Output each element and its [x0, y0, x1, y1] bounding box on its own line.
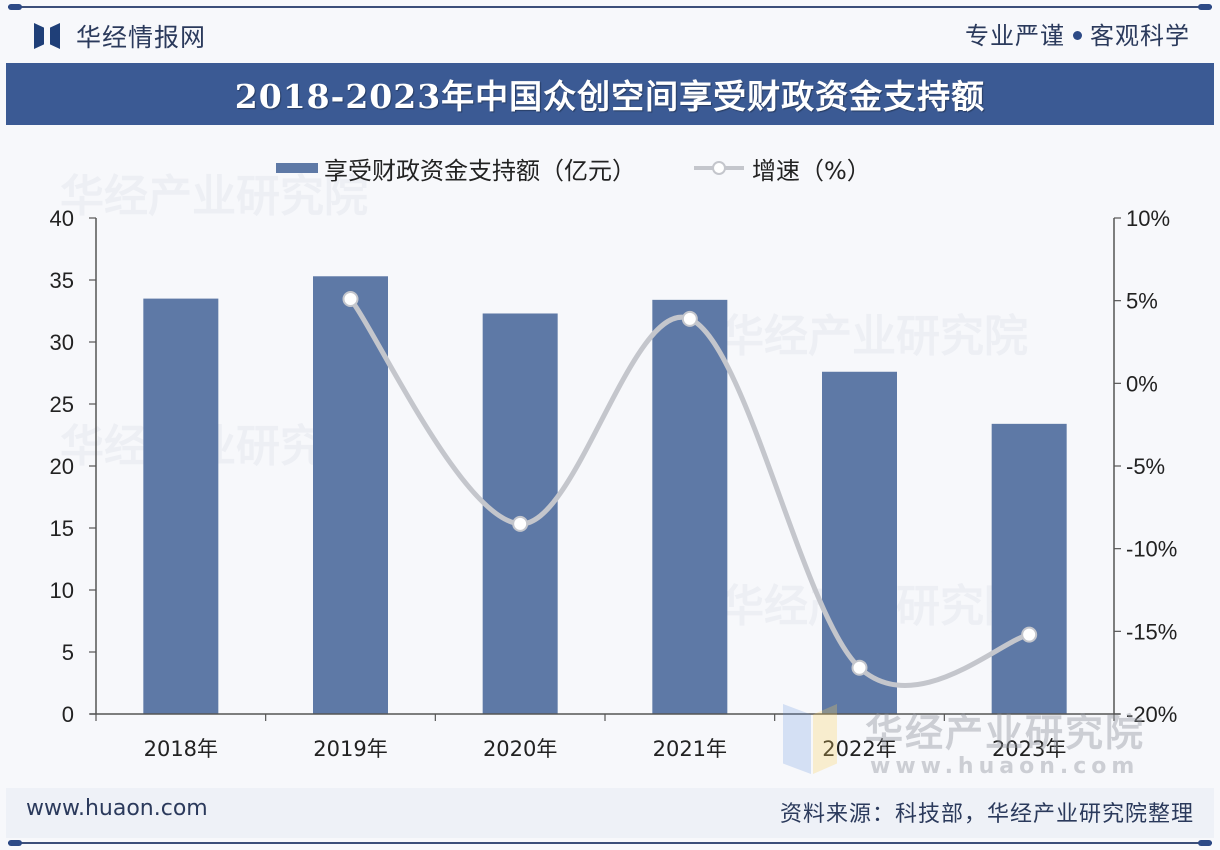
legend-line-marker-icon	[694, 161, 744, 175]
x-tick-label: 2021年	[653, 737, 727, 761]
axes-layer	[89, 217, 1121, 721]
bar-0	[143, 298, 219, 714]
brand-name: 华经情报网	[76, 23, 207, 52]
footer-band	[6, 788, 1214, 838]
bottom-rule	[8, 840, 1212, 846]
y-right-tick-label: -20%	[1126, 702, 1177, 727]
top-rule	[8, 4, 1212, 10]
slogan-right: 客观科学	[1090, 22, 1190, 50]
y-left-tick-label: 25	[50, 392, 74, 417]
chart-title: 2018-2023年中国众创空间享受财政资金支持额	[234, 77, 986, 116]
legend-bar-swatch-icon	[276, 163, 318, 173]
legend-bar-label: 享受财政资金支持额（亿元）	[324, 156, 636, 185]
growth-point-1	[512, 515, 529, 532]
growth-point-3	[851, 659, 868, 676]
y-right-tick-label: -15%	[1126, 619, 1177, 644]
y-right-tick-label: 0%	[1126, 371, 1158, 396]
y-left-tick-label: 5	[62, 640, 74, 665]
watermark-logo-icon	[783, 704, 843, 774]
y-left-tick-label: 10	[50, 578, 74, 603]
legend: 享受财政资金支持额（亿元） 增速（%）	[276, 148, 871, 188]
y-left-tick-label: 35	[50, 268, 74, 293]
brand: 华经情报网	[34, 18, 206, 54]
watermark-org: 华经产业研究院	[865, 711, 1146, 755]
legend-item-line: 增速（%）	[694, 151, 871, 186]
y-left-tick-label: 0	[62, 702, 74, 727]
footer-source: 资料来源：科技部，华经产业研究院整理	[779, 802, 1194, 827]
bar-1	[313, 276, 388, 714]
labels-layer: 0 5 10 15 20 25 30 35 40 -20% -15% -10% -5% 0% 5% 10% 20…	[50, 206, 1178, 761]
x-tick-label: 2018年	[144, 737, 218, 761]
bar-5	[991, 423, 1067, 714]
growth-point-0	[342, 291, 359, 308]
growth-point-4	[1021, 626, 1038, 643]
bar-3	[652, 299, 728, 714]
title-band: 2018-2023年中国众创空间享受财政资金支持额	[6, 63, 1214, 125]
y-left-tick-label: 40	[50, 206, 74, 231]
y-right-tick-label: -5%	[1126, 454, 1165, 479]
line-layer	[342, 291, 1038, 688]
bar-4	[822, 371, 897, 714]
slogan: 专业严谨 客观科学	[965, 18, 1190, 54]
y-right-tick-label: 5%	[1126, 289, 1158, 314]
y-right-tick-label: 10%	[1126, 206, 1170, 231]
x-tick-label: 2020年	[483, 737, 557, 761]
x-tick-label: 2019年	[313, 737, 387, 761]
x-tick-label: 2022年	[822, 737, 896, 761]
y-left-tick-label: 15	[50, 516, 74, 541]
footer-url[interactable]: www.huaon.com	[26, 796, 208, 821]
bullet-dot-icon	[1073, 30, 1082, 40]
bars-layer	[143, 276, 1067, 714]
y-left-tick-label: 30	[50, 330, 74, 355]
x-tick-label: 2023年	[992, 737, 1066, 761]
legend-item-bar: 享受财政资金支持额（亿元）	[276, 151, 636, 186]
watermark-url: www.huaon.com	[870, 754, 1140, 779]
growth-point-2	[681, 310, 698, 327]
y-right-tick-label: -10%	[1126, 537, 1177, 562]
legend-line-label: 增速（%）	[752, 156, 871, 185]
slogan-left: 专业严谨	[965, 22, 1065, 50]
brand-logo-icon	[34, 23, 60, 49]
y-left-tick-label: 20	[50, 454, 74, 479]
